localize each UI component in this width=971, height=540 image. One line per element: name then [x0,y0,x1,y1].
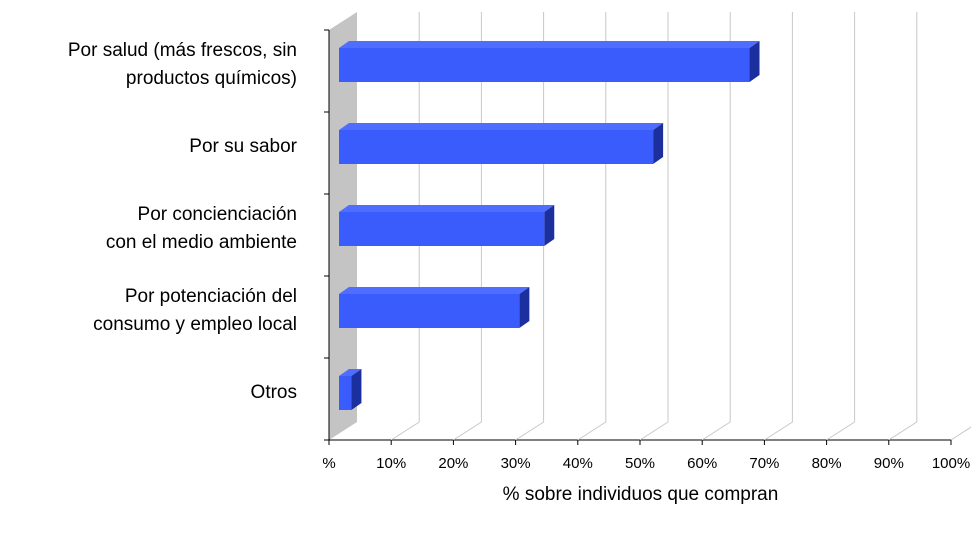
x-tick-label: 20% [438,455,468,472]
x-tick-label: 30% [501,455,531,472]
x-tick-label: 40% [563,455,593,472]
x-tick-label: 90% [874,455,904,472]
bar-top [339,287,530,294]
bar-side [519,287,530,328]
bar-side [544,205,555,246]
x-tick-label: 100% [932,455,970,472]
bar-side [653,123,664,164]
x-tick-label: 70% [749,455,779,472]
x-tick-label: % [322,455,335,472]
bar-side [749,41,760,82]
x-tick-label: 10% [376,455,406,472]
grid-line [826,12,856,441]
bar [339,130,654,164]
y-tick-label: Por su sabor [189,136,297,157]
bar-top [339,205,555,212]
y-tick-label: Por salud (más frescos, sin productos qu… [67,40,297,89]
bar [339,376,352,410]
grid-line [888,12,918,441]
bar-side [351,369,362,410]
bar [339,212,545,246]
grid-line [639,12,669,441]
y-tick-label: Otros [250,382,297,403]
y-tick-label: Por concienciación con el medio ambiente [105,204,297,253]
grid-line [701,12,731,441]
grid-line [950,426,971,441]
bar [339,48,750,82]
y-tick-label: Por potenciación del consumo y empleo lo… [93,286,297,335]
x-axis-label: % sobre individuos que compran [502,484,779,505]
bar [339,294,520,328]
bar-top [339,41,760,48]
grid-line [764,12,793,441]
bar-top [339,123,664,130]
bar-top [339,369,362,376]
x-tick-label: 50% [625,455,655,472]
x-tick-label: 60% [687,455,717,472]
x-tick-label: 80% [812,455,842,472]
